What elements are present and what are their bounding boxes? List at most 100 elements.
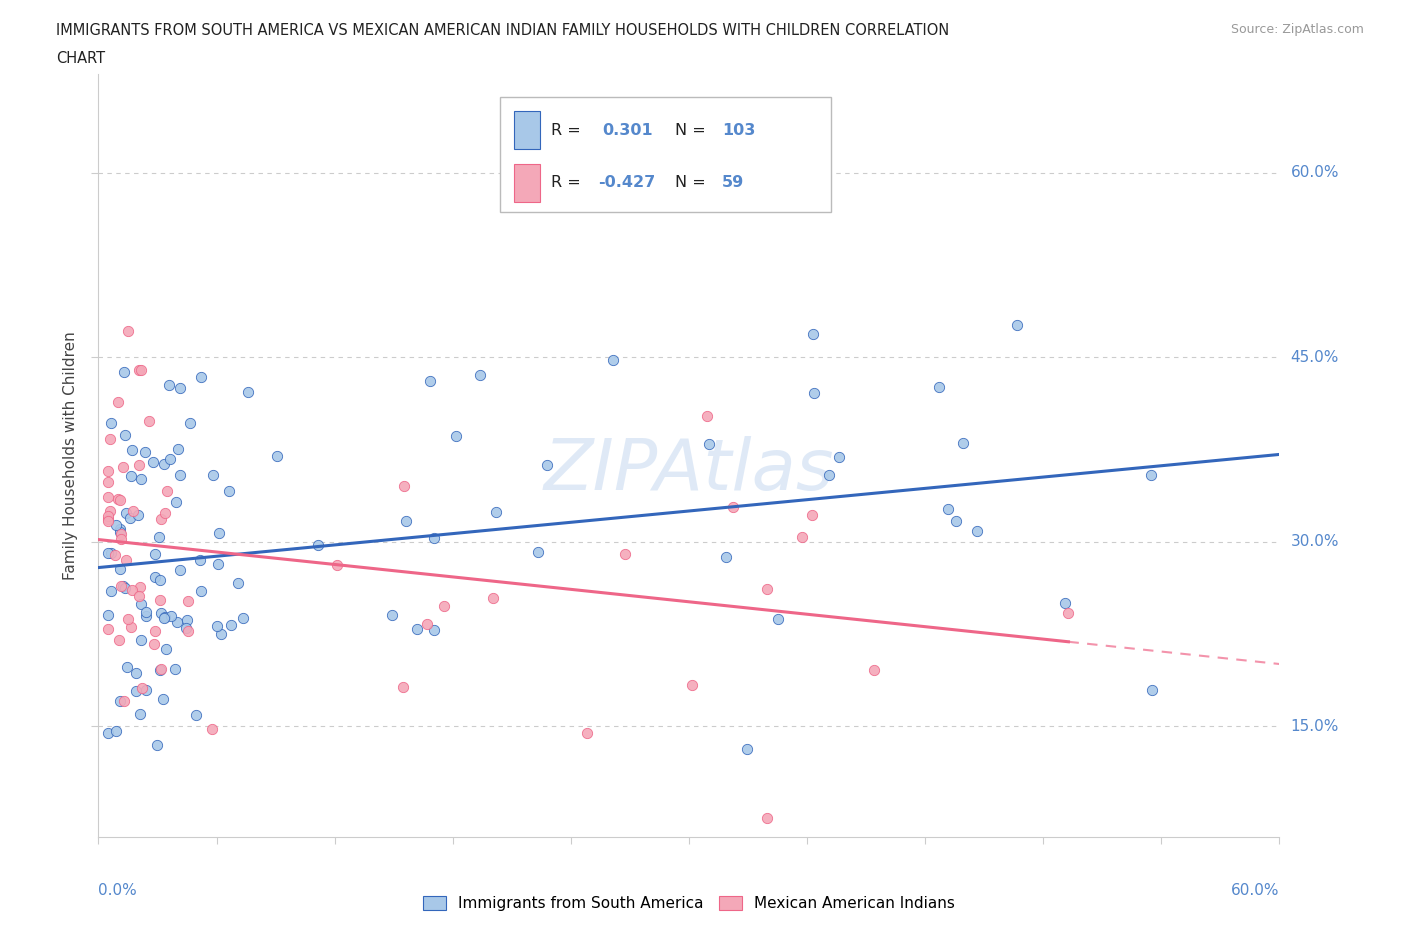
Point <box>125 666 148 681</box>
Point <box>395 513 418 528</box>
Point <box>128 363 150 378</box>
Point <box>145 624 167 639</box>
Point <box>127 507 149 522</box>
Point <box>159 451 181 466</box>
Point <box>485 504 508 519</box>
Point <box>153 610 176 625</box>
Point <box>952 435 974 450</box>
Point <box>100 584 122 599</box>
Point <box>936 502 959 517</box>
Point <box>100 416 122 431</box>
Point <box>800 508 823 523</box>
Point <box>1053 595 1076 610</box>
Point <box>128 589 150 604</box>
Text: 59: 59 <box>723 175 744 191</box>
Point <box>107 395 129 410</box>
Point <box>423 530 446 545</box>
Point <box>1005 318 1028 333</box>
Point <box>104 724 127 738</box>
Text: N =: N = <box>675 123 706 138</box>
Point <box>110 526 132 541</box>
Point <box>143 547 166 562</box>
Point <box>100 503 122 518</box>
Point <box>117 324 139 339</box>
Point <box>129 707 152 722</box>
Point <box>155 642 177 657</box>
Point <box>97 622 120 637</box>
Point <box>149 605 172 620</box>
Point <box>614 547 637 562</box>
Text: 60.0%: 60.0% <box>1291 166 1339 180</box>
Point <box>392 479 415 494</box>
Point <box>131 363 153 378</box>
Text: 45.0%: 45.0% <box>1291 350 1339 365</box>
Point <box>97 475 120 490</box>
Text: 0.0%: 0.0% <box>98 883 138 897</box>
Point <box>470 367 492 382</box>
FancyBboxPatch shape <box>515 164 540 202</box>
Point <box>218 484 240 498</box>
Point <box>232 610 254 625</box>
Point <box>149 661 172 676</box>
Point <box>111 578 134 593</box>
Point <box>98 432 121 446</box>
Point <box>828 449 851 464</box>
Point <box>138 414 160 429</box>
Point <box>165 495 187 510</box>
Text: ZIPAtlas: ZIPAtlas <box>544 436 834 505</box>
Point <box>226 576 249 591</box>
Point <box>190 369 212 384</box>
Text: R =: R = <box>551 175 581 191</box>
Point <box>97 463 120 478</box>
Point <box>419 373 441 388</box>
Point <box>755 810 778 825</box>
Text: R =: R = <box>551 123 581 138</box>
Text: CHART: CHART <box>56 51 105 66</box>
Point <box>121 582 143 597</box>
Point <box>818 468 841 483</box>
FancyBboxPatch shape <box>515 111 540 149</box>
Point <box>1142 682 1164 697</box>
Point <box>201 721 224 736</box>
Point <box>97 509 120 524</box>
Point <box>169 468 191 483</box>
Point <box>142 636 165 651</box>
Point <box>128 458 150 472</box>
Point <box>966 523 988 538</box>
Point <box>166 614 188 629</box>
Point <box>766 612 789 627</box>
Point <box>482 591 505 605</box>
Point <box>415 616 437 631</box>
Point <box>862 662 884 677</box>
Point <box>219 618 242 632</box>
Point <box>169 563 191 578</box>
Point <box>108 694 131 709</box>
Point <box>169 380 191 395</box>
Point <box>97 607 120 622</box>
Point <box>155 506 177 521</box>
Point <box>150 512 173 527</box>
Point <box>149 573 172 588</box>
Point <box>392 679 415 694</box>
Point <box>176 613 198 628</box>
Point <box>97 512 120 526</box>
Point <box>576 725 599 740</box>
Point <box>110 522 132 537</box>
Point <box>108 492 131 507</box>
Point <box>145 737 167 752</box>
Point <box>792 529 814 544</box>
Point <box>326 558 349 573</box>
Point <box>1057 605 1080 620</box>
Point <box>696 408 718 423</box>
Point <box>112 459 135 474</box>
Point <box>148 592 170 607</box>
Point <box>97 546 120 561</box>
Point <box>945 513 967 528</box>
Point <box>142 455 165 470</box>
Point <box>527 545 550 560</box>
Text: Source: ZipAtlas.com: Source: ZipAtlas.com <box>1230 23 1364 36</box>
Point <box>107 491 129 506</box>
Point <box>207 556 229 571</box>
Point <box>755 582 778 597</box>
Point <box>100 546 122 561</box>
